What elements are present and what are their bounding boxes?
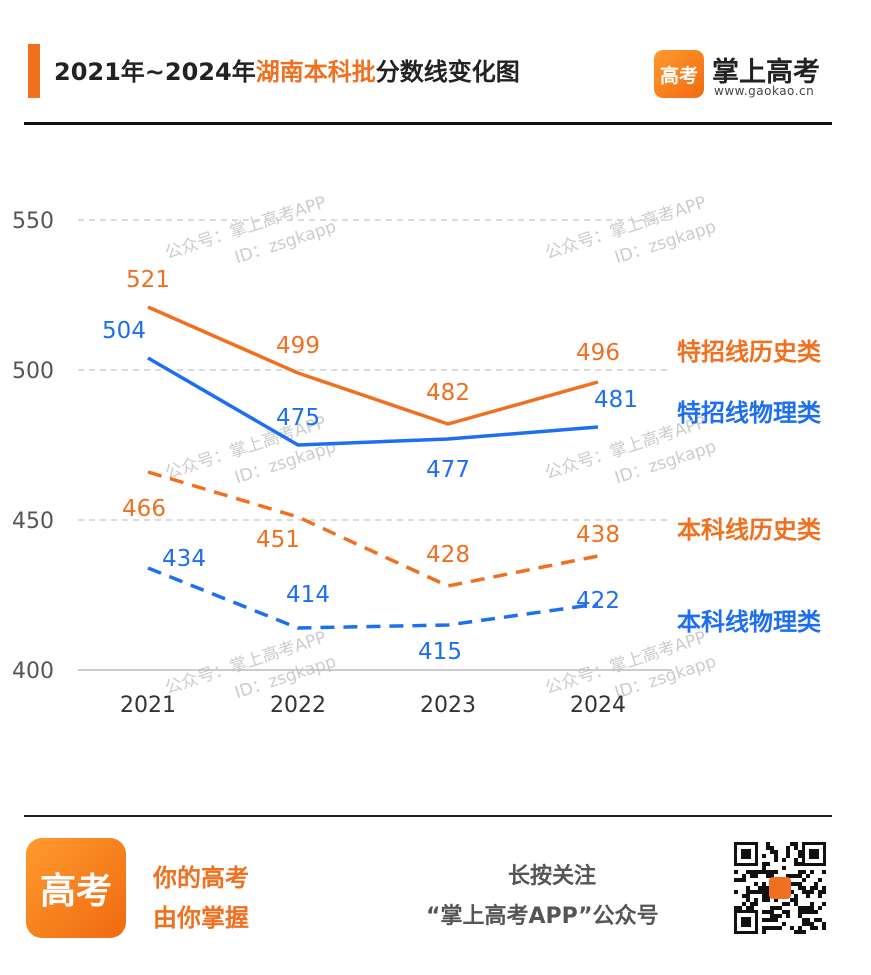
y-tick-label: 400 [12,659,54,684]
follow-account-text: “掌上高考APP”公众号 [426,904,659,929]
footer-logo-text: 高考 [39,870,112,912]
data-label: 414 [286,582,330,608]
data-label: 466 [122,496,166,522]
series-line-2 [147,470,599,588]
y-tick-label: 550 [12,209,54,234]
brand-logo-icon: 高考 [654,50,704,98]
series-line-0 [147,305,599,426]
title-prefix: 2021年~2024年 [54,58,256,86]
data-label: 499 [276,333,320,359]
data-label: 422 [576,588,620,614]
data-label: 475 [276,405,320,431]
series-line-3 [147,566,599,630]
header-divider [24,122,832,125]
data-label: 504 [102,318,146,344]
data-label: 438 [576,522,620,548]
data-label: 521 [126,267,170,293]
legend-entry: 本科线物理类 [677,608,822,636]
follow-text: 长按关注 [508,864,597,889]
x-tick-label: 2021 [120,693,176,718]
brand-url: www.gaokao.cn [714,84,815,98]
y-tick-label: 450 [12,509,54,534]
data-label: 496 [576,340,620,366]
series-line-1 [147,356,599,447]
x-tick-label: 2023 [420,693,476,718]
title-accent-bar [28,44,40,98]
qr-code-icon [732,840,828,936]
brand-name: 掌上高考 [712,57,820,88]
data-label: 481 [594,387,638,413]
legend-entry: 特招线物理类 [677,399,822,427]
x-tick-label: 2022 [270,693,326,718]
data-label: 451 [256,527,300,553]
data-label: 428 [426,542,470,568]
slogan-line-1: 你的高考 [153,864,249,892]
data-label: 415 [418,639,462,665]
x-tick-label: 2024 [570,693,626,718]
data-label: 482 [426,380,470,406]
y-tick-label: 500 [12,359,54,384]
grid-layer: 400 450 500 550 2021 2022 2023 2024 [12,209,672,718]
data-label: 477 [426,457,470,483]
legend-entry: 特招线历史类 [677,338,822,366]
legend-entry: 本科线历史类 [677,516,822,544]
series-layer [147,305,599,630]
footer-divider [24,815,832,817]
page-title: 2021年~2024年湖南本科批分数线变化图 [54,52,520,87]
data-label: 434 [162,546,206,572]
title-highlight: 湖南本科批 [255,58,376,86]
data-label-layer: 521 499 482 496 504 475 477 481 466 451 428 438 434 4… [102,267,638,665]
footer-logo-icon: 高考 [26,838,126,938]
title-suffix: 分数线变化图 [375,58,520,86]
brand-logo-text: 高考 [659,64,698,87]
slogan-line-2: 由你掌握 [153,904,249,932]
